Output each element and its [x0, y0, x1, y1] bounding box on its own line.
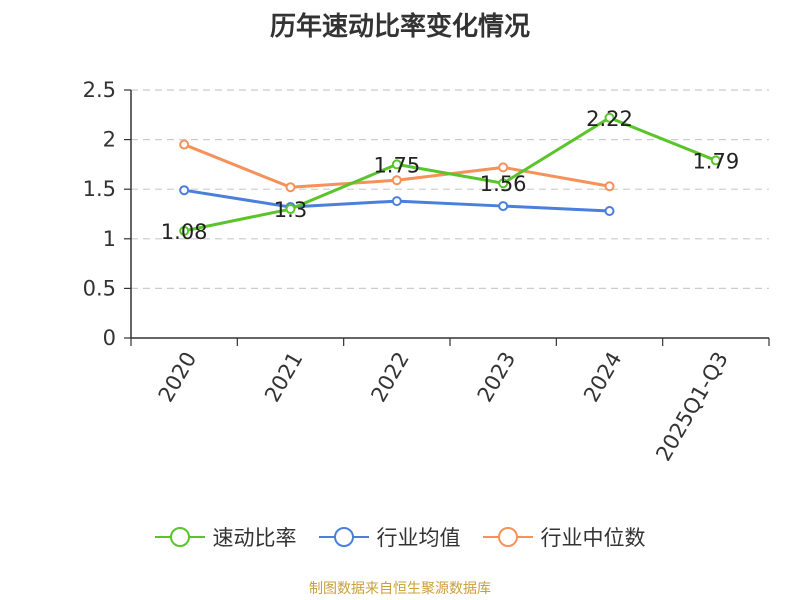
legend: 速动比率 行业均值 行业中位数: [0, 520, 800, 554]
x-tick-label: 2022: [366, 348, 414, 406]
data-point[interactable]: [285, 204, 296, 215]
y-tick-label: 2: [103, 128, 116, 152]
data-source: 制图数据来自恒生聚源数据库: [309, 581, 491, 597]
data-point[interactable]: [710, 155, 721, 166]
data-point[interactable]: [498, 201, 509, 212]
y-tick-label: 1.5: [83, 177, 116, 201]
data-point[interactable]: [179, 185, 190, 196]
chart-title: 历年速动比率变化情况: [269, 12, 530, 42]
legend-marker-industry-median: [482, 527, 533, 547]
legend-label: 行业中位数: [540, 526, 646, 550]
x-tick-label: 2024: [579, 348, 627, 406]
x-tick-label: 2025Q1-Q3: [651, 348, 733, 465]
data-point[interactable]: [285, 182, 296, 193]
legend-item-quick-ratio[interactable]: 速动比率: [154, 522, 297, 552]
legend-marker-quick-ratio: [154, 527, 205, 547]
y-tick-label: 0: [103, 326, 116, 350]
y-tick-label: 1: [103, 227, 116, 251]
series-lines: [179, 112, 721, 236]
y-tick-label: 0.5: [83, 276, 116, 300]
legend-marker-industry-mean: [318, 527, 369, 547]
legend-item-industry-median[interactable]: 行业中位数: [482, 522, 646, 552]
series-line-0: [183, 116, 717, 233]
data-label: 1.3: [274, 198, 307, 222]
data-label: 2.22: [586, 107, 633, 131]
x-tick-label: 2020: [154, 348, 202, 406]
data-point[interactable]: [604, 112, 615, 123]
x-tick-label: 2023: [473, 348, 521, 406]
data-label: 1.79: [692, 149, 739, 173]
data-point[interactable]: [391, 159, 402, 170]
data-label: 1.56: [480, 172, 527, 196]
data-labels: 1.08 1.3 1.75 1.56 2.22 1.79: [161, 107, 739, 244]
data-point[interactable]: [391, 196, 402, 207]
x-tick-label: 2021: [260, 348, 308, 406]
data-point[interactable]: [179, 225, 190, 236]
data-point[interactable]: [179, 139, 190, 150]
data-label: 1.08: [161, 220, 208, 244]
legend-item-industry-mean[interactable]: 行业均值: [318, 522, 461, 552]
grid-lines: [131, 89, 769, 289]
axes: 0 0.5 1 1.5 2 2.5 2020 2021 2022 2023 2024 2025Q1-Q…: [83, 78, 770, 465]
data-point[interactable]: [604, 181, 615, 192]
data-point[interactable]: [498, 162, 509, 173]
legend-label: 行业均值: [376, 526, 461, 550]
data-label: 1.75: [373, 153, 420, 177]
y-tick-label: 2.5: [83, 78, 116, 102]
legend-label: 速动比率: [212, 526, 297, 550]
data-point[interactable]: [391, 175, 402, 186]
line-chart: 0 0.5 1 1.5 2 2.5 2020 2021 2022 2023 2024 2025Q1-Q…: [83, 78, 770, 465]
data-point[interactable]: [604, 206, 615, 217]
data-point[interactable]: [498, 178, 509, 189]
